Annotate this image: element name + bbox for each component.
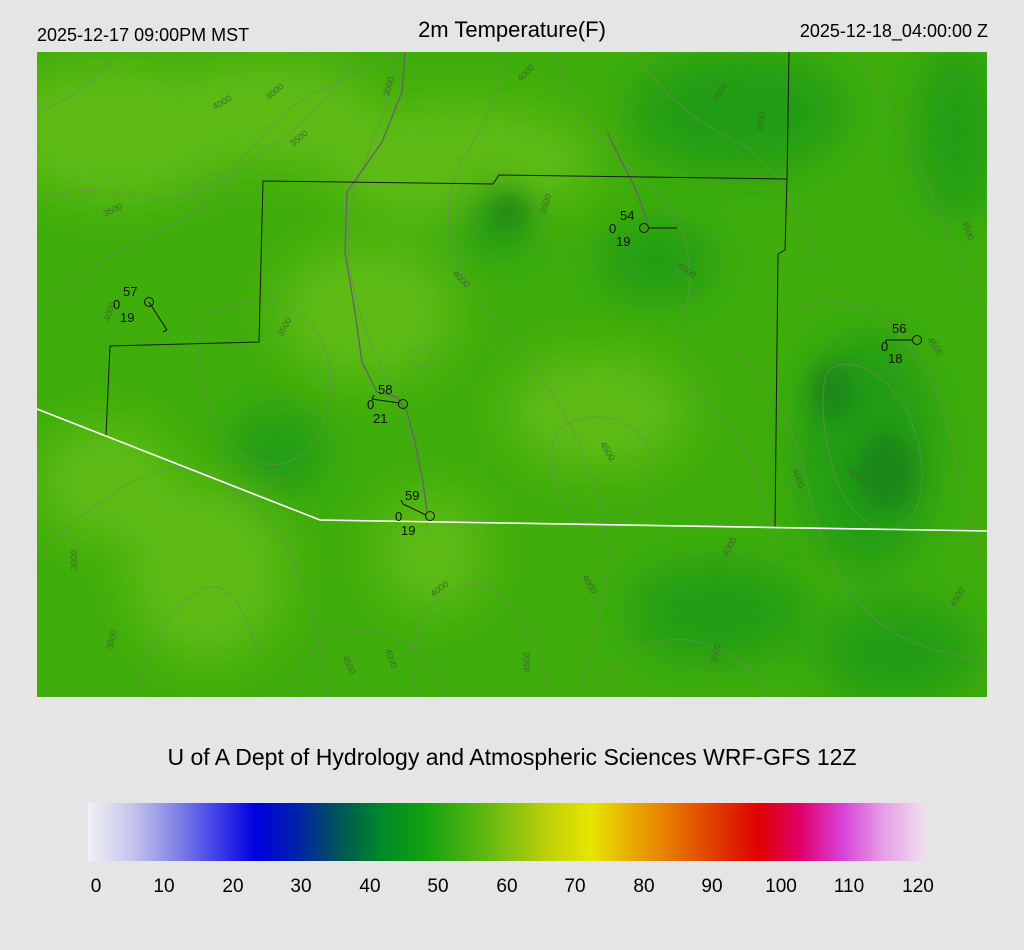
- station-temperature: 59: [405, 488, 419, 503]
- map-title: 2m Temperature(F): [418, 17, 606, 42]
- colorbar-tick-label: 40: [359, 876, 381, 897]
- station-model: 57 0 19: [113, 284, 168, 333]
- colorbar-tick-label: 110: [833, 876, 865, 897]
- station-dewpoint: 19: [616, 234, 630, 249]
- station-left-value: 0: [881, 339, 888, 354]
- local-time-label: 2025-12-17 09:00PM MST: [37, 25, 250, 45]
- temperature-map: 4000 4000 3500 3000 3500 4000 4000 3500 …: [37, 52, 987, 697]
- station-temperature: 56: [892, 321, 906, 336]
- colorbar-tick-label: 50: [427, 876, 449, 897]
- state-border: [37, 408, 987, 532]
- utc-time-label: 2025-12-18_04:00:00 Z: [799, 21, 988, 41]
- colorbar-tick-label: 90: [701, 876, 723, 897]
- colorbar-tick-label: 10: [153, 876, 175, 897]
- svg-text:3000: 3000: [69, 550, 79, 570]
- station-dewpoint: 19: [401, 523, 415, 538]
- station-temperature: 58: [378, 382, 392, 397]
- svg-text:4500: 4500: [522, 652, 532, 672]
- station-left-value: 0: [395, 509, 402, 524]
- colorbar-tick-label: 20: [222, 876, 244, 897]
- station-dewpoint: 19: [120, 310, 134, 325]
- station-dewpoint: 21: [373, 411, 387, 426]
- station-model: 54 0 19: [609, 208, 677, 249]
- temperature-colorbar: [88, 803, 926, 861]
- station-model: 58 0 21: [367, 382, 408, 426]
- model-credit: U of A Dept of Hydrology and Atmospheric…: [167, 744, 857, 770]
- station-model: 56 0 18: [881, 321, 922, 366]
- colorbar-tick-label: 0: [90, 876, 102, 897]
- colorbar-tick-label: 60: [496, 876, 518, 897]
- station-left-value: 0: [367, 397, 374, 412]
- svg-text:3000: 3000: [709, 643, 722, 664]
- station-temperature: 57: [123, 284, 137, 299]
- colorbar-tick-label: 30: [290, 876, 312, 897]
- station-left-value: 0: [609, 221, 616, 236]
- station-dewpoint: 18: [888, 351, 902, 366]
- station-left-value: 0: [113, 297, 120, 312]
- county-boundaries: [105, 52, 790, 529]
- station-temperature: 54: [620, 208, 634, 223]
- station-model: 59 0 19: [395, 488, 435, 538]
- colorbar-tick-label: 80: [633, 876, 655, 897]
- svg-text:3500: 3500: [754, 111, 767, 132]
- colorbar-tick-label: 120: [902, 876, 934, 897]
- colorbar-tick-label: 100: [765, 876, 797, 897]
- colorbar-tick-label: 70: [564, 876, 586, 897]
